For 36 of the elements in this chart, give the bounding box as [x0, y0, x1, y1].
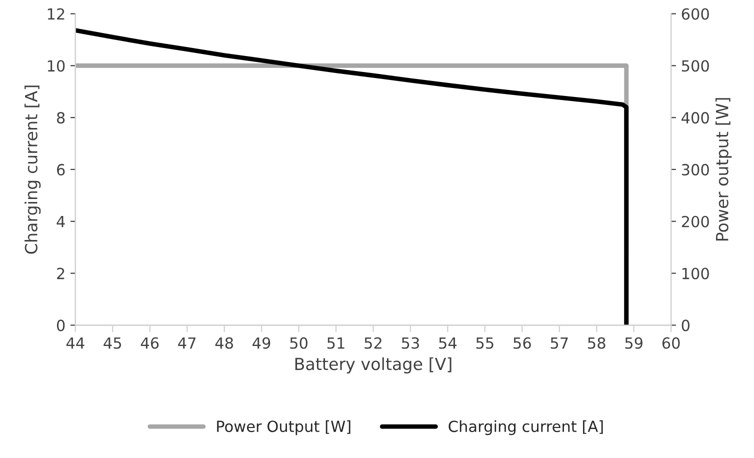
- x-tick-label: 44: [66, 337, 84, 349]
- y2-tick-label: 0: [682, 320, 690, 332]
- y-tick-label: 12: [48, 8, 64, 20]
- y2-tick-label: 100: [682, 268, 709, 280]
- x-tick-label: 48: [215, 337, 233, 349]
- x-tick-label: 60: [662, 337, 680, 349]
- legend-label: Power Output [W]: [217, 420, 350, 436]
- x-tick-label: 59: [625, 337, 642, 349]
- x-tick-label: 50: [290, 337, 308, 349]
- x-tick-label: 58: [588, 337, 606, 349]
- x-tick-label: 53: [402, 337, 419, 349]
- y2-axis-title: Power output [W]: [716, 98, 732, 241]
- y-tick-label: 0: [56, 320, 65, 332]
- y-tick-label: 8: [56, 112, 65, 124]
- y-axis-title: Charging current [A]: [24, 86, 41, 254]
- y-tick-label: 2: [57, 268, 64, 280]
- x-tick-label: 55: [476, 337, 494, 349]
- x-tick-label: 45: [104, 337, 122, 349]
- y-tick-label: 6: [57, 164, 65, 176]
- y2-tick-label: 300: [682, 164, 709, 176]
- y2-tick-label: 600: [682, 8, 709, 20]
- y2-tick-label: 200: [682, 216, 709, 228]
- x-axis-title: Battery voltage [V]: [295, 357, 452, 374]
- x-tick-label: 47: [178, 337, 196, 349]
- y2-tick-label: 500: [682, 60, 709, 72]
- y2-tick-label: 400: [682, 112, 709, 124]
- x-tick-label: 46: [140, 337, 159, 349]
- x-tick-label: 56: [514, 337, 531, 349]
- x-tick-label: 49: [252, 337, 270, 349]
- x-tick-label: 51: [327, 337, 344, 349]
- legend-label: Charging current [A]: [448, 420, 603, 436]
- y-tick-label: 10: [48, 60, 65, 72]
- x-tick-label: 57: [550, 337, 568, 349]
- x-tick-label: 52: [364, 337, 382, 349]
- x-tick-label: 54: [439, 337, 457, 349]
- y-tick-label: 4: [56, 216, 65, 228]
